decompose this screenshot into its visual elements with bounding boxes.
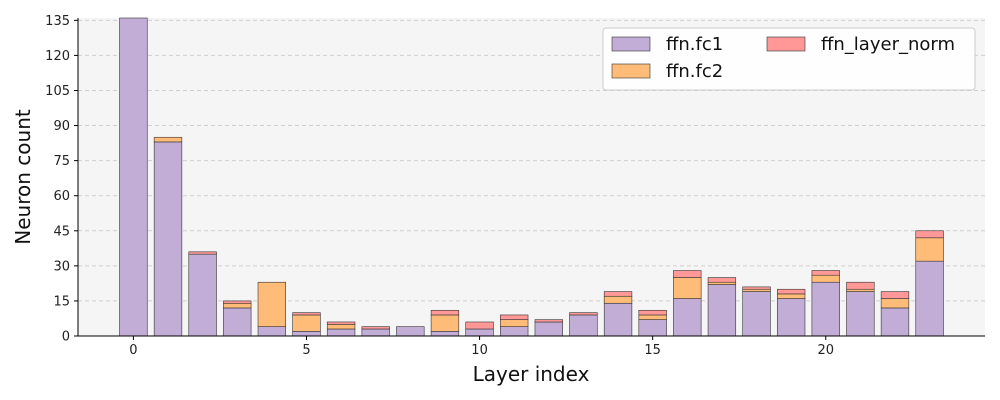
legend-swatch: [611, 36, 651, 52]
legend: ffn.fc1 ffn.fc2 ffn_layer_norm: [602, 27, 976, 91]
bar-segment: [915, 237, 944, 262]
bar-segment: [742, 291, 771, 337]
bar-segment: [776, 293, 806, 299]
bar-segment: [292, 331, 321, 337]
bar-segment: [846, 281, 875, 290]
bar-segment: [153, 136, 183, 143]
y-tick-label: 90: [53, 119, 70, 134]
y-ticks: 0 15 30 45 60 75 90 105 120 135: [45, 14, 78, 345]
bar-segment: [257, 281, 287, 327]
bar-segment: [430, 314, 460, 332]
x-tick-label: 10: [471, 343, 488, 358]
bar-segment: [846, 288, 875, 292]
legend-label: ffn.fc2: [666, 61, 723, 82]
bar-segment: [534, 319, 563, 323]
bar-segment: [326, 328, 356, 337]
legend-label: ffn.fc1: [666, 34, 723, 55]
legend-label: ffn_layer_norm: [821, 34, 955, 55]
bar-segment: [500, 314, 529, 320]
legend-swatch: [766, 36, 806, 52]
bar-segment: [846, 291, 875, 337]
bar-segment: [257, 326, 287, 337]
y-tick-label: 75: [53, 154, 70, 169]
bar-segment: [880, 307, 910, 337]
bar-segment: [707, 281, 737, 285]
y-tick-label: 120: [45, 49, 70, 64]
bar-segment: [880, 291, 910, 299]
bar-segment: [603, 295, 633, 304]
y-tick-label: 135: [45, 14, 70, 29]
bar-segment: [292, 312, 321, 316]
bar-segment: [915, 260, 944, 337]
x-tick-label: 0: [129, 343, 137, 358]
bar-segment: [569, 312, 598, 316]
bar-segment: [638, 314, 667, 320]
bar-segment: [326, 321, 356, 325]
bar-segment: [811, 281, 840, 337]
bar-segment: [811, 274, 840, 283]
bar-segment: [396, 326, 425, 337]
x-axis-title: Layer index: [473, 362, 590, 386]
y-tick-label: 60: [53, 189, 70, 204]
bar-segment: [603, 291, 633, 297]
bar-segment: [223, 300, 252, 304]
bar-segment: [223, 302, 252, 309]
bar-segment: [742, 288, 771, 292]
bar-segment: [742, 286, 771, 290]
legend-box: [602, 27, 976, 91]
bar-segment: [673, 298, 702, 337]
x-tick-label: 20: [817, 343, 834, 358]
bar-segment: [534, 321, 563, 337]
bar-segment: [638, 309, 667, 316]
bar-segment: [500, 319, 529, 327]
legend-swatch: [611, 63, 651, 79]
bar-segment: [603, 302, 633, 337]
y-tick-label: 30: [53, 259, 70, 274]
bar-segment: [326, 324, 356, 330]
bar-segment: [361, 328, 390, 337]
bar-segment: [153, 141, 183, 337]
legend-items: ffn.fc1 ffn.fc2 ffn_layer_norm: [611, 34, 955, 82]
bar-segment: [776, 288, 806, 295]
bar-segment: [707, 277, 737, 283]
bar-segment: [569, 314, 598, 337]
bar-segment: [915, 230, 944, 239]
y-tick-label: 105: [45, 84, 70, 99]
y-tick-label: 0: [62, 330, 70, 345]
bar-segment: [500, 326, 529, 337]
bar-segment: [638, 319, 667, 337]
bar-segment: [465, 328, 494, 337]
bar-segment: [811, 270, 840, 276]
bar-segment: [430, 331, 460, 337]
bars: [119, 17, 944, 337]
bar-segment: [223, 307, 252, 337]
bar-segment: [188, 251, 217, 255]
bar-segment: [673, 270, 702, 278]
bar-segment: [880, 298, 910, 309]
bar-segment: [430, 309, 460, 316]
x-tick-label: 5: [302, 343, 310, 358]
bar-segment: [673, 277, 702, 299]
bar-segment: [361, 326, 390, 330]
y-tick-label: 15: [53, 294, 70, 309]
bar-segment: [119, 17, 148, 337]
y-axis-title: Neuron count: [11, 109, 35, 245]
y-tick-label: 45: [53, 224, 70, 239]
bar-segment: [188, 253, 217, 337]
bar-segment: [776, 298, 806, 337]
bar-segment: [292, 314, 321, 332]
bar-segment: [465, 321, 494, 330]
x-tick-label: 15: [644, 343, 661, 358]
bar-segment: [707, 284, 737, 337]
x-ticks: 0 5 10 15 20: [129, 336, 834, 358]
